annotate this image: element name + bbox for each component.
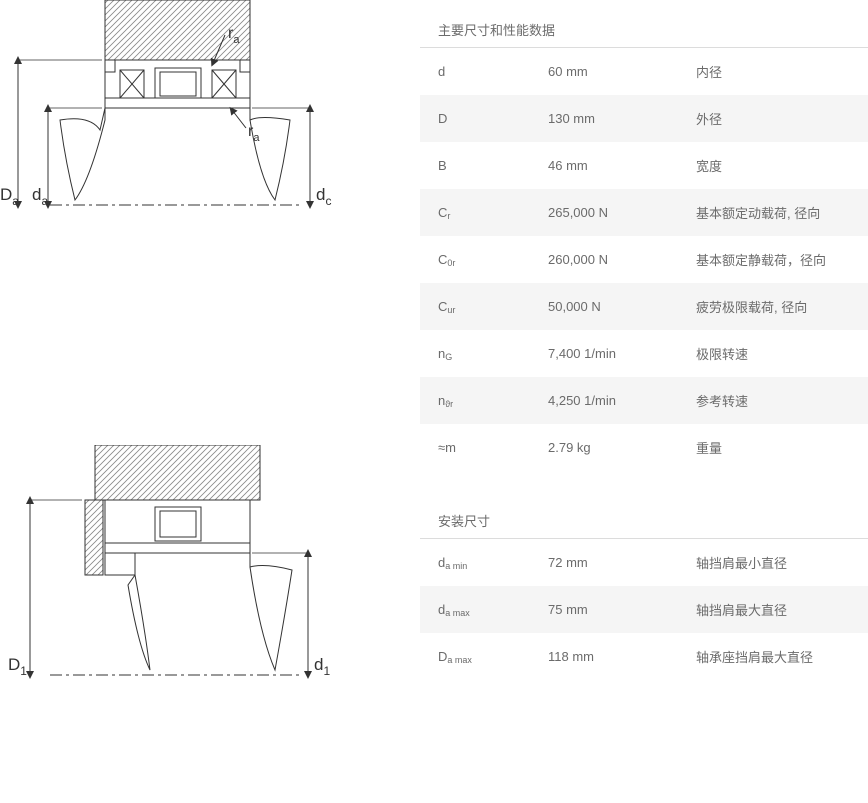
section-title-mount: 安装尺寸 — [420, 511, 868, 539]
desc-cell: 轴挡肩最大直径 — [696, 600, 850, 619]
desc-cell: 轴承座挡肩最大直径 — [696, 647, 850, 666]
symbol-cell: nϑr — [438, 393, 548, 409]
symbol-cell: da max — [438, 602, 548, 618]
table-row: Cur50,000 N疲劳极限载荷, 径向 — [420, 283, 868, 330]
value-cell: 260,000 N — [548, 252, 696, 267]
desc-cell: 参考转速 — [696, 391, 850, 410]
diagram-bottom: D1 d1 — [0, 445, 350, 690]
value-cell: 75 mm — [548, 602, 696, 617]
right-column: 主要尺寸和性能数据 d60 mm内径D130 mm外径B46 mm宽度Cr265… — [410, 0, 868, 803]
value-cell: 7,400 1/min — [548, 346, 696, 361]
value-cell: 2.79 kg — [548, 440, 696, 455]
svg-text:d1: d1 — [314, 655, 330, 678]
value-cell: 130 mm — [548, 111, 696, 126]
value-cell: 265,000 N — [548, 205, 696, 220]
table-row: da min72 mm轴挡肩最小直径 — [420, 539, 868, 586]
svg-text:da: da — [32, 185, 48, 208]
diagram-top: ra ra Da da dc — [0, 0, 350, 215]
symbol-cell: da min — [438, 555, 548, 571]
desc-cell: 轴挡肩最小直径 — [696, 553, 850, 572]
symbol-cell: Da max — [438, 649, 548, 665]
table-row: Da max118 mm轴承座挡肩最大直径 — [420, 633, 868, 680]
symbol-cell: D — [438, 111, 548, 126]
left-column: ra ra Da da dc — [0, 0, 410, 803]
desc-cell: 基本额定静载荷，径向 — [696, 250, 850, 269]
value-cell: 118 mm — [548, 649, 696, 664]
table-row: C0r260,000 N基本额定静载荷，径向 — [420, 236, 868, 283]
value-cell: 72 mm — [548, 555, 696, 570]
svg-text:D1: D1 — [8, 655, 27, 678]
value-cell: 4,250 1/min — [548, 393, 696, 408]
table-mount-dims: da min72 mm轴挡肩最小直径da max75 mm轴挡肩最大直径Da m… — [420, 539, 868, 680]
symbol-cell: d — [438, 64, 548, 79]
svg-text:dc: dc — [316, 185, 331, 208]
desc-cell: 宽度 — [696, 156, 850, 175]
table-row: da max75 mm轴挡肩最大直径 — [420, 586, 868, 633]
value-cell: 46 mm — [548, 158, 696, 173]
desc-cell: 极限转速 — [696, 344, 850, 363]
desc-cell: 基本额定动载荷, 径向 — [696, 203, 850, 222]
table-row: Cr265,000 N基本额定动载荷, 径向 — [420, 189, 868, 236]
desc-cell: 内径 — [696, 62, 850, 81]
symbol-cell: C0r — [438, 252, 548, 268]
symbol-cell: ≈m — [438, 440, 548, 455]
symbol-cell: B — [438, 158, 548, 173]
svg-text:Da: Da — [0, 185, 19, 208]
desc-cell: 重量 — [696, 438, 850, 457]
table-row: B46 mm宽度 — [420, 142, 868, 189]
desc-cell: 疲劳极限载荷, 径向 — [696, 297, 850, 316]
symbol-cell: Cr — [438, 205, 548, 221]
table-row: d60 mm内径 — [420, 48, 868, 95]
symbol-cell: nG — [438, 346, 548, 362]
table-row: nG7,400 1/min极限转速 — [420, 330, 868, 377]
table-row: D130 mm外径 — [420, 95, 868, 142]
table-row: ≈m2.79 kg重量 — [420, 424, 868, 471]
value-cell: 60 mm — [548, 64, 696, 79]
desc-cell: 外径 — [696, 109, 850, 128]
table-main-dims: d60 mm内径D130 mm外径B46 mm宽度Cr265,000 N基本额定… — [420, 48, 868, 471]
table-row: nϑr4,250 1/min参考转速 — [420, 377, 868, 424]
section-title-main: 主要尺寸和性能数据 — [420, 20, 868, 48]
value-cell: 50,000 N — [548, 299, 696, 314]
symbol-cell: Cur — [438, 299, 548, 315]
